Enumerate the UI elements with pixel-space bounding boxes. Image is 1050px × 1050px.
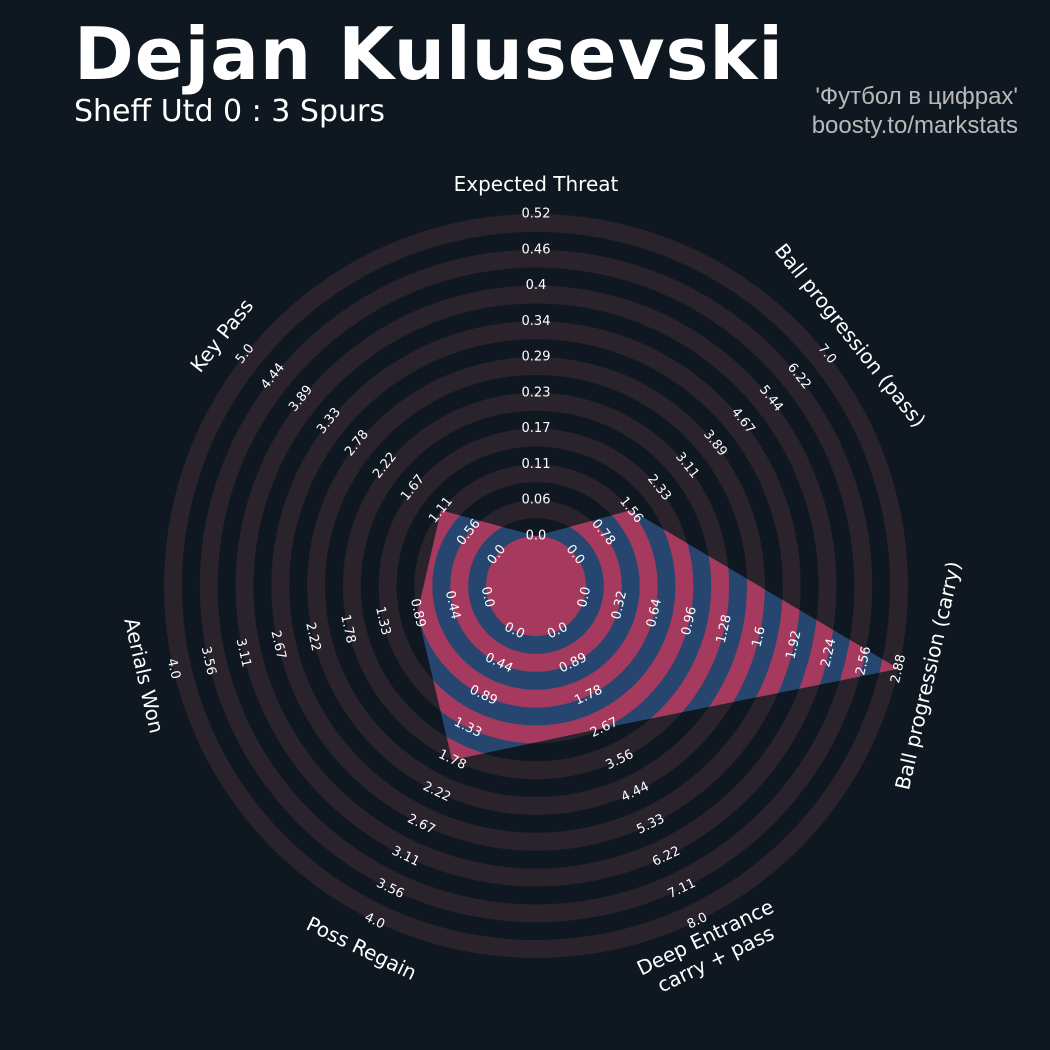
player-shape	[417, 510, 899, 761]
tick-label: 2.24	[818, 637, 839, 669]
axis-label: Expected Threat	[454, 172, 619, 196]
tick-label: 0.17	[522, 421, 551, 436]
player-ring-stripes	[417, 510, 899, 761]
credit-line-2: boosty.to/markstats	[811, 112, 1018, 139]
tick-label: 0.34	[522, 314, 551, 329]
tick-label: 3.56	[198, 645, 219, 677]
tick-label: 2.67	[267, 629, 288, 661]
tick-label: 1.92	[783, 629, 804, 661]
player-center-disc	[486, 536, 586, 636]
axis-label: Aerials Won	[119, 616, 169, 736]
tick-label: 0.0	[478, 585, 497, 609]
tick-label: 0.0	[526, 529, 547, 544]
axis-label-line: Aerials Won	[119, 616, 169, 736]
tick-label: 4.0	[164, 657, 183, 681]
tick-label: 1.33	[372, 605, 393, 637]
tick-label: 0.44	[442, 589, 463, 621]
tick-label: 0.4	[526, 278, 547, 293]
credit-block: 'Футбол в цифрах' boosty.to/markstats	[812, 82, 1018, 140]
tick-label: 2.56	[853, 645, 874, 677]
tick-label: 0.0	[575, 585, 594, 609]
tick-label: 1.6	[750, 625, 769, 649]
tick-label: 0.64	[644, 597, 665, 629]
chart-title: Dejan Kulusevski	[74, 12, 784, 96]
tick-label: 2.88	[888, 653, 909, 685]
tick-label: 1.78	[337, 613, 358, 645]
tick-label: 0.11	[522, 457, 551, 472]
tick-label: 0.29	[522, 350, 551, 365]
tick-label: 1.28	[714, 613, 735, 645]
credit-line-1: 'Футбол в цифрах'	[815, 83, 1018, 110]
tick-label: 0.06	[522, 493, 551, 508]
tick-label: 0.89	[407, 597, 428, 629]
tick-label: 0.46	[522, 242, 551, 257]
tick-label: 0.96	[679, 605, 700, 637]
tick-label: 0.23	[522, 385, 551, 400]
tick-label: 2.22	[302, 621, 323, 653]
tick-label: 0.52	[522, 207, 551, 222]
chart-subtitle: Sheff Utd 0 : 3 Spurs	[74, 94, 385, 129]
axis-label-line: Expected Threat	[454, 172, 619, 196]
tick-label: 0.32	[609, 589, 630, 621]
tick-label: 3.11	[233, 637, 254, 669]
